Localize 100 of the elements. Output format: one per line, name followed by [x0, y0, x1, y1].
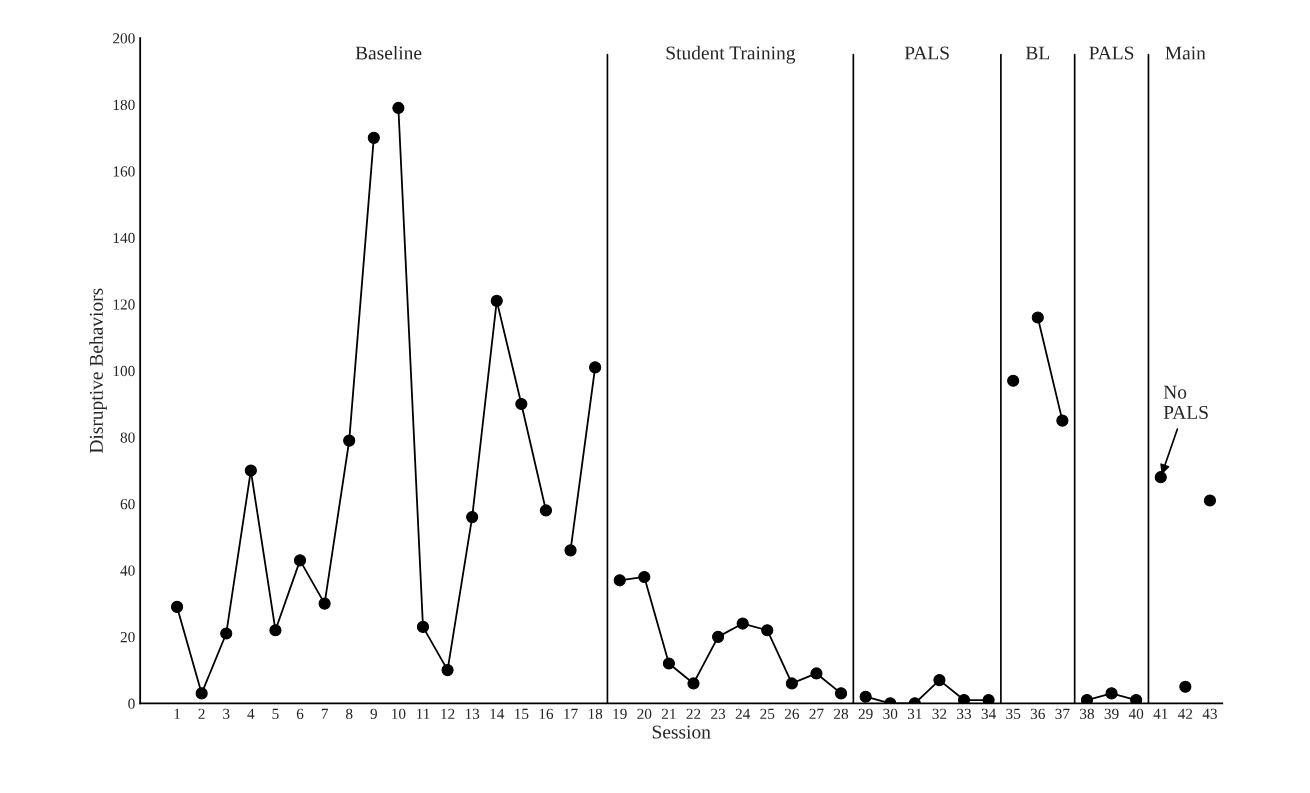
x-tick-label: 5	[272, 708, 279, 719]
x-tick-label: 4	[247, 708, 255, 719]
annotation: BL	[1025, 46, 1050, 60]
point	[662, 657, 675, 670]
point	[933, 674, 946, 687]
x-tick-label: 21	[661, 708, 676, 719]
point	[761, 624, 774, 637]
annotation: PALS	[904, 46, 949, 60]
point	[441, 664, 454, 677]
x-tick-label: 12	[441, 708, 455, 719]
point	[712, 630, 725, 643]
x-tick-label: 2	[198, 708, 205, 719]
point	[564, 544, 577, 557]
x-tick-label: 16	[539, 708, 554, 719]
y-tick-label: 160	[113, 166, 135, 177]
annotation: Baseline	[355, 45, 422, 60]
x-tick-label: 43	[1202, 708, 1217, 719]
point	[1080, 693, 1094, 704]
x-tick-label: 31	[907, 708, 922, 719]
point	[687, 677, 700, 690]
annotation: Student Training	[666, 45, 796, 64]
x-tick-label: 28	[834, 708, 849, 719]
point	[515, 397, 528, 411]
x-tick-label: 36	[1030, 708, 1045, 719]
point	[293, 554, 307, 567]
annotation: Main	[1165, 46, 1206, 60]
x-tick-label: 13	[465, 708, 480, 719]
annotation: PALS	[1089, 46, 1134, 60]
y-tick-label: 20	[120, 632, 135, 643]
point	[957, 693, 971, 704]
x-tick-label: 10	[392, 708, 406, 719]
point	[1179, 680, 1192, 693]
x-tick-label: 23	[711, 708, 726, 719]
x-tick-label: 14	[490, 708, 505, 719]
x-tick-label: 17	[564, 708, 578, 719]
x-tick-label: 8	[345, 708, 353, 719]
x-tick-label: 34	[981, 708, 996, 719]
x-axis-title: Session	[652, 725, 711, 739]
y-tick-label: 140	[113, 232, 135, 244]
annotation: No PALS	[1163, 385, 1208, 420]
y-tick-label: 60	[120, 498, 135, 510]
x-tick-label: 30	[883, 708, 898, 719]
x-tick-label: 33	[957, 708, 972, 719]
x-tick-label: 41	[1153, 708, 1168, 719]
point	[1130, 693, 1143, 704]
x-tick-label: 20	[637, 708, 652, 719]
point	[244, 464, 257, 477]
point	[392, 101, 405, 114]
x-tick-label: 42	[1178, 708, 1193, 719]
x-tick-label: 1	[174, 708, 180, 719]
x-tick-label: 29	[858, 708, 873, 719]
x-tick-label: 27	[809, 708, 824, 719]
x-tick-label: 40	[1128, 708, 1144, 719]
x-tick-label: 35	[1006, 708, 1021, 719]
y-tick-label: 100	[113, 365, 135, 377]
y-axis-title: Disruptive Behaviors	[89, 288, 107, 454]
x-tick-label: 37	[1055, 708, 1070, 719]
point	[195, 687, 208, 700]
point	[1154, 471, 1167, 484]
point	[220, 627, 233, 640]
point	[834, 687, 848, 700]
y-tick-label: 80	[120, 432, 135, 443]
x-tick-label: 6	[296, 708, 304, 719]
point	[269, 624, 282, 637]
y-tick-label: 40	[120, 565, 135, 576]
y-tick-label: 0	[128, 698, 135, 709]
point	[367, 131, 380, 144]
x-tick-label: 26	[784, 708, 800, 719]
x-tick-label: 18	[588, 708, 603, 719]
point	[589, 361, 602, 374]
x-tick-label: 22	[686, 708, 701, 719]
point	[736, 617, 749, 630]
point	[1007, 374, 1020, 387]
x-tick-label: 39	[1104, 708, 1119, 719]
point	[170, 600, 184, 613]
point	[318, 597, 331, 610]
x-tick-label: 25	[760, 708, 775, 719]
point	[613, 574, 626, 587]
point	[1031, 311, 1044, 324]
y-tick-label: 120	[113, 299, 135, 310]
x-tick-label: 38	[1080, 708, 1095, 719]
x-tick-label: 9	[370, 708, 377, 719]
x-tick-label: 15	[515, 708, 529, 719]
point	[343, 434, 356, 447]
x-tick-label: 7	[321, 708, 328, 719]
point	[1056, 414, 1069, 427]
point	[416, 620, 430, 633]
x-tick-label: 24	[735, 708, 751, 719]
x-tick-label: 3	[223, 708, 230, 719]
point	[1105, 687, 1118, 700]
x-tick-label: 11	[416, 708, 430, 719]
point	[638, 570, 651, 584]
x-tick-label: 19	[613, 708, 627, 719]
y-tick-label: 200	[113, 33, 135, 44]
point	[490, 294, 503, 307]
point	[539, 504, 553, 517]
point	[1203, 494, 1217, 507]
point	[785, 677, 798, 690]
x-tick-label: 32	[932, 708, 947, 719]
point	[466, 511, 479, 524]
